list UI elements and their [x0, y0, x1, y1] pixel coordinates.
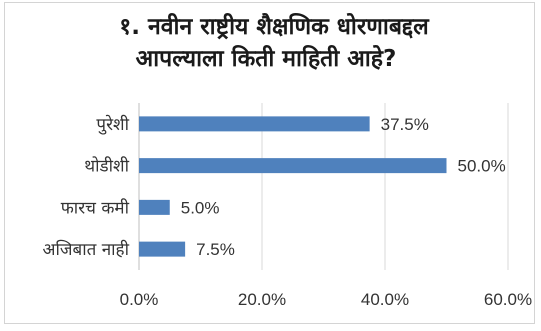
category-label: अजिबात नाही	[43, 239, 130, 260]
bar	[139, 158, 447, 174]
category-label: थोडीशी	[84, 156, 129, 177]
x-tick-label: 20.0%	[238, 290, 286, 309]
x-tick-label: 0.0%	[120, 290, 159, 309]
data-label: 50.0%	[458, 157, 506, 176]
data-label: 5.0%	[181, 198, 220, 217]
category-label: पुरेशी	[96, 114, 129, 135]
bars	[139, 116, 447, 257]
data-label: 37.5%	[381, 115, 429, 134]
data-label: 7.5%	[196, 240, 235, 259]
labels: 0.0% 20.0% 40.0% 60.0% पुरेशी 37.5% थोडीशी 50.0…	[43, 114, 533, 309]
chart-title-line-2: आपल्याला किती माहिती आहे?	[136, 44, 397, 72]
chart-title-line-1: १. नवीन राष्ट्रीय शैक्षणिक धोरणाबद्दल	[119, 12, 430, 40]
bar	[139, 116, 370, 132]
category-label: फारच कमी	[61, 197, 130, 218]
x-tick-label: 60.0%	[484, 290, 532, 309]
x-tick-label: 40.0%	[361, 290, 409, 309]
bar	[139, 199, 170, 215]
bar	[139, 241, 186, 257]
